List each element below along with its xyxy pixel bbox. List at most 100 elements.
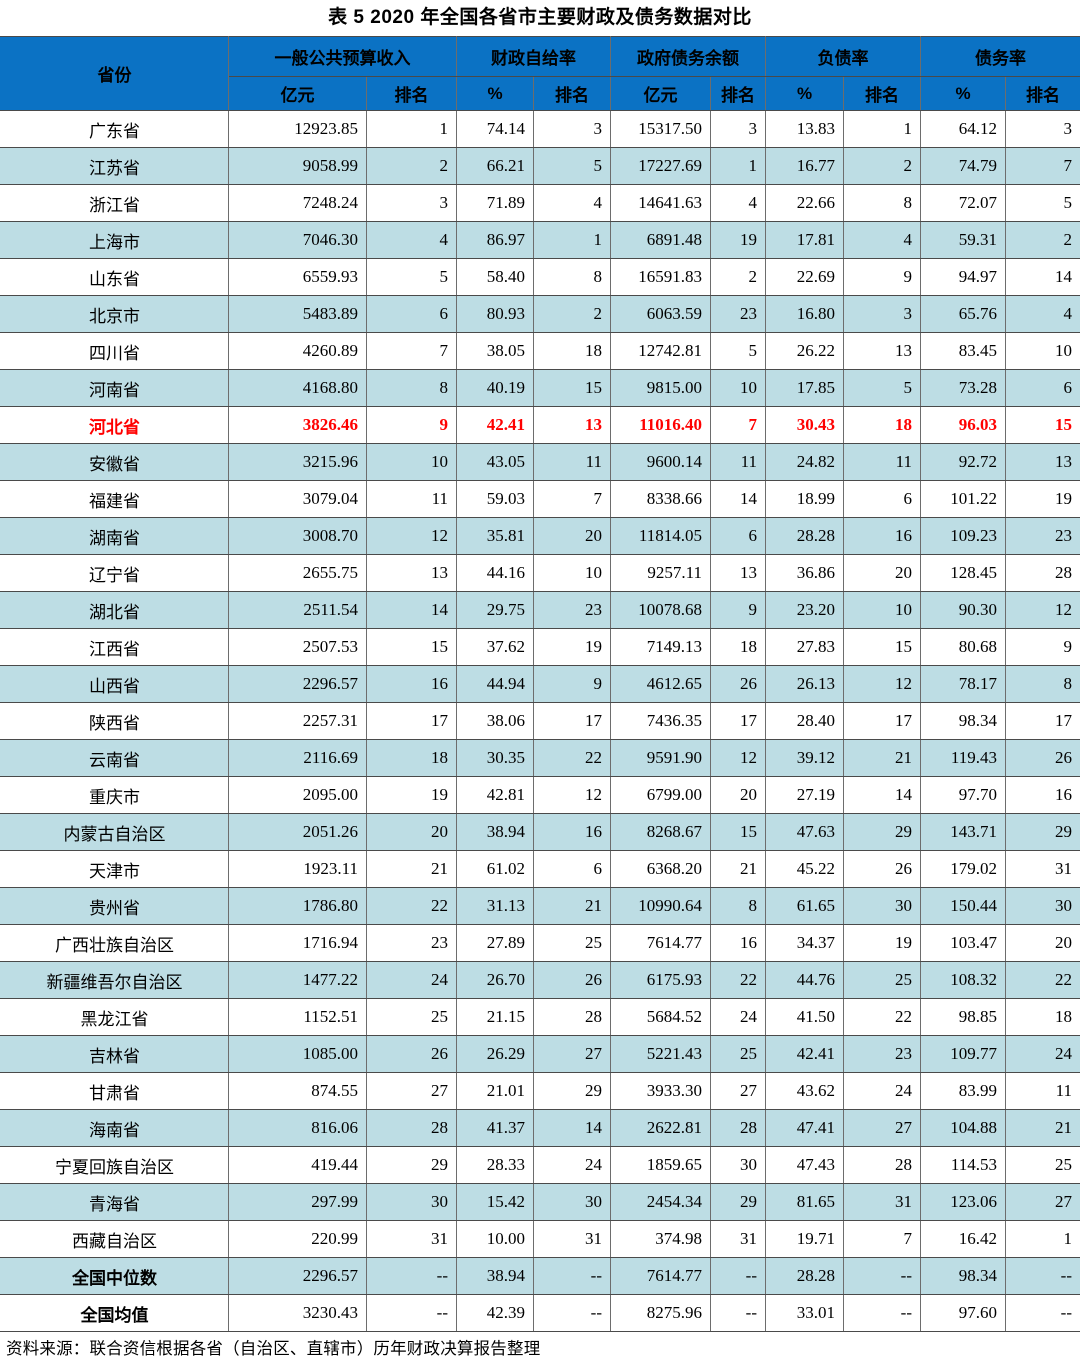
- cell-value: 30: [844, 888, 921, 925]
- cell-value: 28: [534, 999, 611, 1036]
- cell-value: 8: [1006, 666, 1080, 703]
- cell-value: 4: [367, 222, 457, 259]
- cell-value: 17: [367, 703, 457, 740]
- cell-value: 13: [711, 555, 766, 592]
- cell-value: 42.39: [457, 1295, 534, 1332]
- cell-value: 16: [1006, 777, 1080, 814]
- cell-value: 27.83: [766, 629, 844, 666]
- cell-province: 西藏自治区: [1, 1221, 229, 1258]
- cell-value: 19: [367, 777, 457, 814]
- cell-value: 31.13: [457, 888, 534, 925]
- cell-value: --: [711, 1258, 766, 1295]
- cell-value: 41.50: [766, 999, 844, 1036]
- header-group-fiscal-self-sufficiency: 财政自给率: [457, 37, 611, 77]
- cell-value: --: [844, 1258, 921, 1295]
- cell-value: 3230.43: [229, 1295, 367, 1332]
- cell-province: 北京市: [1, 296, 229, 333]
- cell-value: 19: [844, 925, 921, 962]
- cell-value: 9: [367, 407, 457, 444]
- header-sub-selfsuff-rank: 排名: [534, 77, 611, 111]
- cell-value: 23.20: [766, 592, 844, 629]
- cell-value: 7: [711, 407, 766, 444]
- cell-value: 14: [844, 777, 921, 814]
- cell-value: 86.97: [457, 222, 534, 259]
- cell-value: 5: [711, 333, 766, 370]
- cell-value: 12: [711, 740, 766, 777]
- cell-value: 15.42: [457, 1184, 534, 1221]
- cell-value: 35.81: [457, 518, 534, 555]
- cell-value: 40.19: [457, 370, 534, 407]
- cell-value: 28: [844, 1147, 921, 1184]
- cell-value: 1: [711, 148, 766, 185]
- cell-value: 3933.30: [611, 1073, 711, 1110]
- cell-province: 上海市: [1, 222, 229, 259]
- cell-value: 98.34: [921, 1258, 1006, 1295]
- cell-value: 98.34: [921, 703, 1006, 740]
- cell-value: 25: [844, 962, 921, 999]
- cell-value: 2116.69: [229, 740, 367, 777]
- cell-value: 28: [1006, 555, 1080, 592]
- cell-value: 27: [844, 1110, 921, 1147]
- cell-value: 17: [711, 703, 766, 740]
- cell-value: 6063.59: [611, 296, 711, 333]
- cell-value: 8: [367, 370, 457, 407]
- cell-value: 26: [1006, 740, 1080, 777]
- cell-province: 陕西省: [1, 703, 229, 740]
- cell-value: 101.22: [921, 481, 1006, 518]
- cell-province: 湖南省: [1, 518, 229, 555]
- cell-value: 44.76: [766, 962, 844, 999]
- cell-value: --: [534, 1295, 611, 1332]
- cell-value: 15: [1006, 407, 1080, 444]
- cell-value: 103.47: [921, 925, 1006, 962]
- cell-value: 80.68: [921, 629, 1006, 666]
- cell-value: 3: [534, 111, 611, 148]
- cell-value: 23: [711, 296, 766, 333]
- table-page: 表 5 2020 年全国各省市主要财政及债务数据对比 省份 一般公共预算收入 财…: [0, 0, 1080, 1273]
- cell-value: 2095.00: [229, 777, 367, 814]
- cell-value: 12: [844, 666, 921, 703]
- cell-value: 150.44: [921, 888, 1006, 925]
- cell-province: 内蒙古自治区: [1, 814, 229, 851]
- cell-value: 47.63: [766, 814, 844, 851]
- cell-value: 6799.00: [611, 777, 711, 814]
- cell-value: 27: [367, 1073, 457, 1110]
- cell-value: 83.45: [921, 333, 1006, 370]
- cell-value: 27: [711, 1073, 766, 1110]
- cell-value: 58.40: [457, 259, 534, 296]
- cell-value: 81.65: [766, 1184, 844, 1221]
- header-row-groups: 省份 一般公共预算收入 财政自给率 政府债务余额 负债率 债务率: [1, 37, 1080, 77]
- cell-value: 38.94: [457, 814, 534, 851]
- cell-value: 24: [711, 999, 766, 1036]
- cell-value: 30: [711, 1147, 766, 1184]
- cell-value: --: [711, 1295, 766, 1332]
- cell-value: 2454.34: [611, 1184, 711, 1221]
- cell-value: 9: [1006, 629, 1080, 666]
- cell-value: 28.40: [766, 703, 844, 740]
- cell-value: 9058.99: [229, 148, 367, 185]
- cell-value: 3: [1006, 111, 1080, 148]
- cell-value: 25: [367, 999, 457, 1036]
- cell-value: 15: [711, 814, 766, 851]
- cell-province: 云南省: [1, 740, 229, 777]
- cell-value: 30.43: [766, 407, 844, 444]
- cell-value: 17: [844, 703, 921, 740]
- cell-value: 30: [367, 1184, 457, 1221]
- cell-province: 贵州省: [1, 888, 229, 925]
- cell-value: 13: [844, 333, 921, 370]
- cell-value: 6: [534, 851, 611, 888]
- cell-value: 39.12: [766, 740, 844, 777]
- cell-value: 1: [534, 222, 611, 259]
- cell-province: 甘肃省: [1, 1073, 229, 1110]
- table-head: 省份 一般公共预算收入 财政自给率 政府债务余额 负债率 债务率 亿元 排名 %…: [1, 37, 1080, 111]
- cell-value: 45.22: [766, 851, 844, 888]
- cell-value: 4168.80: [229, 370, 367, 407]
- header-sub-liability-unit: %: [766, 77, 844, 111]
- cell-value: 43.05: [457, 444, 534, 481]
- header-sub-liability-rank: 排名: [844, 77, 921, 111]
